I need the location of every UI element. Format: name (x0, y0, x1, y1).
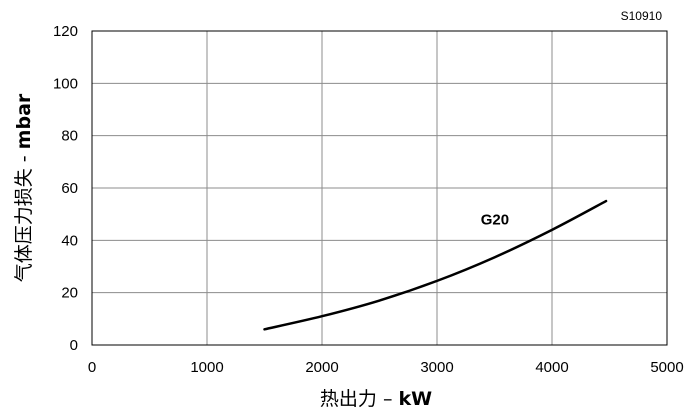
x-tick-label: 3000 (420, 359, 453, 376)
x-axis-title: 热出力 – kW (320, 388, 432, 410)
x-tick-label: 4000 (535, 359, 568, 376)
figure-code: S10910 (621, 9, 663, 23)
y-tick-label: 40 (61, 232, 78, 249)
y-tick-label: 120 (53, 23, 78, 40)
series-label-g20: G20 (481, 212, 509, 229)
x-tick-label: 2000 (305, 359, 338, 376)
y-tick-label: 20 (61, 285, 78, 302)
x-axis-title-text: 热出力 – (320, 388, 399, 410)
y-tick-label: 100 (53, 75, 78, 92)
y-tick-label: 80 (61, 128, 78, 145)
x-tick-label: 0 (88, 359, 96, 376)
x-tick-labels: 0 1000 2000 3000 4000 5000 (88, 359, 684, 376)
grid (92, 31, 667, 345)
y-tick-label: 0 (70, 337, 78, 354)
y-axis-unit: mbar (13, 93, 35, 149)
x-tick-label: 5000 (650, 359, 683, 376)
plot-frame (91, 30, 668, 346)
y-tick-label: 60 (61, 180, 78, 197)
y-tick-labels: 0 20 40 60 80 100 120 (53, 23, 78, 354)
y-axis-title: 气体压力损失 - mbar (13, 93, 35, 282)
y-axis-title-text: 气体压力损失 - (13, 149, 35, 282)
series-layer: G20 (263, 199, 608, 331)
series-line-g20 (263, 199, 608, 331)
x-tick-label: 1000 (190, 359, 223, 376)
x-axis-unit: kW (399, 388, 433, 410)
